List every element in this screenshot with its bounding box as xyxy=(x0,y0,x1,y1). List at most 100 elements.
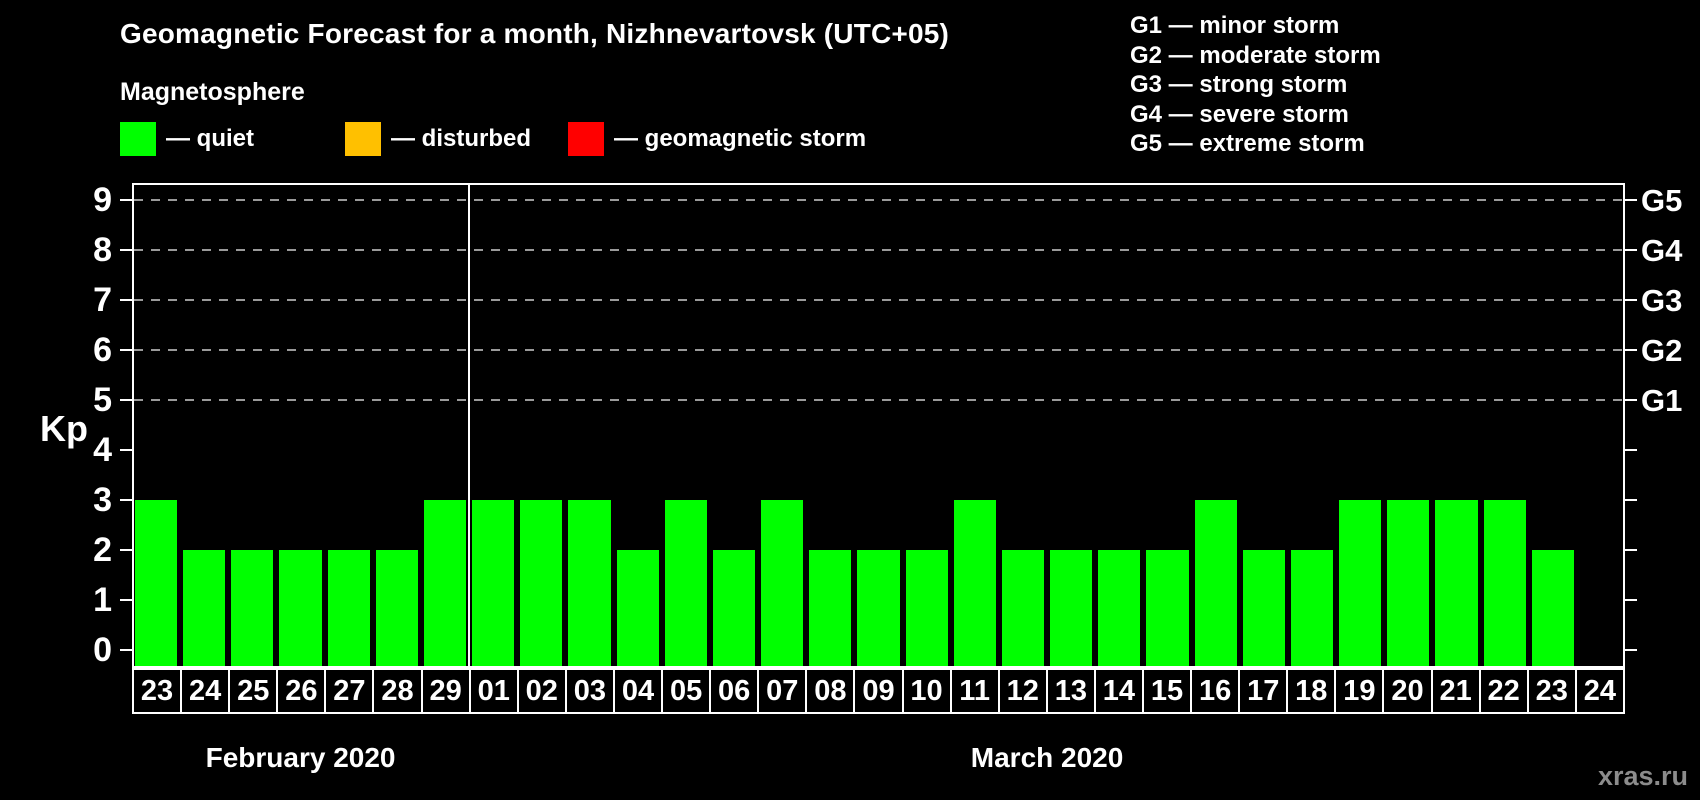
date-cell: 12 xyxy=(997,670,1046,712)
kp-bar-12 xyxy=(1001,550,1045,666)
kp-bar-21 xyxy=(1435,500,1478,666)
kp-bar-01 xyxy=(472,500,515,666)
date-cell: 20 xyxy=(1382,670,1430,712)
date-cell: 06 xyxy=(709,670,757,712)
right-tick-kp6 xyxy=(1625,349,1637,351)
date-cell: 14 xyxy=(1093,670,1142,712)
plot-area xyxy=(132,183,1625,668)
right-tick-kp4 xyxy=(1625,449,1637,451)
y-tick-label-3: 3 xyxy=(93,481,112,519)
kp-bar-24 xyxy=(183,550,226,666)
kp-bar-18 xyxy=(1290,550,1334,666)
gridline-kp8 xyxy=(134,249,1623,251)
left-tick-kp1 xyxy=(120,599,132,601)
left-tick-kp0 xyxy=(120,649,132,651)
date-cell: 01 xyxy=(468,670,517,712)
kp-bar-13 xyxy=(1050,550,1093,666)
left-tick-kp8 xyxy=(120,249,132,251)
right-tick-kp9 xyxy=(1625,199,1637,201)
month-label: February 2020 xyxy=(205,742,396,773)
gridline-kp7 xyxy=(134,299,1623,301)
g-level-label-g1: G1 xyxy=(1641,383,1683,418)
kp-bar-02 xyxy=(520,500,563,666)
quiet-swatch-icon xyxy=(120,122,156,156)
date-cell: 02 xyxy=(516,670,565,712)
date-cell: 05 xyxy=(661,670,709,712)
gridline-kp5 xyxy=(134,399,1623,401)
y-tick-label-5: 5 xyxy=(93,381,112,419)
date-cell: 11 xyxy=(949,670,998,712)
kp-bar-03 xyxy=(568,500,611,666)
legend-item-disturbed: — disturbed xyxy=(345,122,531,156)
left-tick-kp4 xyxy=(120,449,132,451)
g-level-label-g2: G2 xyxy=(1641,333,1683,368)
left-tick-kp5 xyxy=(120,399,132,401)
gridline-kp6 xyxy=(134,349,1623,351)
kp-bar-26 xyxy=(279,550,322,666)
kp-bar-19 xyxy=(1339,500,1382,666)
date-cell: 28 xyxy=(372,670,420,712)
date-cell: 24 xyxy=(180,670,228,712)
kp-bar-04 xyxy=(616,550,659,666)
left-tick-kp2 xyxy=(120,549,132,551)
y-tick-label-6: 6 xyxy=(93,331,112,369)
watermark: xras.ru xyxy=(1597,761,1688,791)
date-cell: 27 xyxy=(324,670,372,712)
right-tick-kp5 xyxy=(1625,399,1637,401)
kp-bar-09 xyxy=(857,550,900,666)
kp-bar-29 xyxy=(423,500,467,666)
x-axis-date-row: 23 24 25 26 27 28 29 01 02 03 04 05 06 07 08 09 10 11 12 13… xyxy=(132,668,1625,714)
kp-bar-16 xyxy=(1194,500,1237,666)
date-cell: 21 xyxy=(1430,670,1479,712)
kp-bar-23 xyxy=(1531,550,1574,666)
y-tick-label-1: 1 xyxy=(93,581,112,619)
date-cell: 24 xyxy=(1574,670,1623,712)
date-cell: 17 xyxy=(1238,670,1286,712)
kp-bar-05 xyxy=(664,500,707,666)
left-tick-kp6 xyxy=(120,349,132,351)
kp-bar-23 xyxy=(135,500,178,666)
date-cell: 19 xyxy=(1334,670,1382,712)
g-level-label-g4: G4 xyxy=(1641,233,1683,268)
right-tick-kp7 xyxy=(1625,299,1637,301)
kp-bar-20 xyxy=(1387,500,1430,666)
date-cell: 26 xyxy=(276,670,324,712)
left-tick-kp3 xyxy=(120,499,132,501)
storm-swatch-icon xyxy=(568,122,604,156)
date-cell: 04 xyxy=(612,670,661,712)
date-cell: 25 xyxy=(228,670,276,712)
right-tick-kp8 xyxy=(1625,249,1637,251)
date-cell: 13 xyxy=(1045,670,1094,712)
legend-storm-label: — geomagnetic storm xyxy=(614,125,867,152)
y-tick-label-9: 9 xyxy=(93,181,112,219)
right-tick-kp1 xyxy=(1625,599,1637,601)
left-tick-kp7 xyxy=(120,299,132,301)
date-cell: 22 xyxy=(1478,670,1527,712)
g-legend-line: G1 — minor storm xyxy=(1130,12,1340,39)
magnetosphere-label: Magnetosphere xyxy=(120,78,305,106)
kp-bar-27 xyxy=(327,550,370,666)
kp-bar-07 xyxy=(761,500,804,666)
kp-bar-14 xyxy=(1098,550,1141,666)
legend-item-geomagnetic-storm: — geomagnetic storm xyxy=(568,122,866,156)
date-cell: 15 xyxy=(1141,670,1190,712)
right-tick-kp3 xyxy=(1625,499,1637,501)
g-legend-line: G4 — severe storm xyxy=(1130,100,1349,128)
right-tick-kp2 xyxy=(1625,549,1637,551)
y-tick-label-7: 7 xyxy=(93,281,112,319)
chart-title: Geomagnetic Forecast for a month, Nizhne… xyxy=(120,18,950,49)
kp-bar-15 xyxy=(1146,550,1189,666)
month-label: March 2020 xyxy=(970,742,1124,773)
date-cell: 29 xyxy=(420,670,469,712)
date-cell: 23 xyxy=(140,674,174,707)
g-level-label-g5: G5 xyxy=(1641,183,1683,218)
kp-bar-08 xyxy=(809,550,852,666)
kp-bar-25 xyxy=(231,550,274,666)
kp-bar-10 xyxy=(905,550,948,666)
date-cell: 09 xyxy=(853,670,901,712)
y-tick-label-0: 0 xyxy=(93,631,112,669)
date-cell: 03 xyxy=(564,670,613,712)
legend-quiet-label: — quiet xyxy=(166,125,254,152)
kp-bar-11 xyxy=(953,500,996,666)
